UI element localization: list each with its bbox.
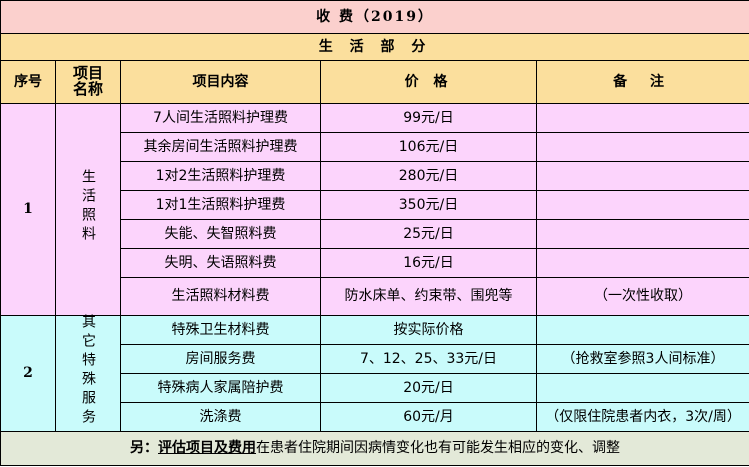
item-name: 特殊卫生材料费 (120, 315, 321, 345)
table-row: 失明、失语照料费 16元/日 (1, 248, 749, 278)
column-header-note: 备 注 (535, 60, 749, 104)
column-header-row: 序号 项目 名称 项目内容 价 格 备 注 (0, 60, 749, 104)
table-row: 生活照料材料费 防水床单、约束带、围兜等 （一次性收取） (1, 277, 749, 316)
item-name: 其余房间生活照料护理费 (120, 132, 321, 162)
column-header-price: 价 格 (320, 60, 537, 104)
table-row: 1 生活照料 7人间生活照料护理费 99元/日 (0, 103, 749, 316)
footer-note-strong: 评估项目及费用 (158, 440, 257, 457)
item-price: 按实际价格 (320, 315, 537, 345)
footer-note-lead: 另： (130, 440, 159, 457)
table-row: 2 其它特殊服务 特殊卫生材料费 按实际价格 (0, 314, 749, 432)
table-row: 房间服务费 7、12、25、33元/日 （抢救室参照3人间标准） (1, 344, 749, 374)
table-row: 1对1生活照料护理费 350元/日 (1, 190, 749, 220)
item-note (535, 315, 749, 345)
table-row: 1对2生活照料护理费 280元/日 (1, 161, 749, 191)
group-name-2: 其它特殊服务 (55, 314, 121, 432)
section-banner: 生 活 部 分 (0, 33, 749, 61)
column-header-name-line1: 项目 (72, 64, 103, 83)
item-price: 7、12、25、33元/日 (320, 344, 537, 374)
item-note (535, 219, 749, 249)
item-note (535, 161, 749, 191)
group-seq-2: 2 (0, 315, 56, 432)
column-header-name: 项目 名称 (55, 60, 121, 104)
footer-note: 另：评估项目及费用在患者住院期间因病情变化也有可能发生相应的变化、调整 (0, 431, 749, 466)
item-note: （一次性收取） (535, 277, 749, 316)
item-price: 106元/日 (320, 132, 537, 162)
item-name: 失能、失智照料费 (120, 219, 321, 249)
table-row: 特殊病人家属陪护费 20元/日 (1, 373, 749, 403)
item-name: 1对2生活照料护理费 (120, 161, 321, 191)
item-name: 洗涤费 (120, 402, 321, 432)
column-header-item: 项目内容 (120, 60, 321, 104)
item-price: 16元/日 (320, 248, 537, 278)
footer-note-row: 另：评估项目及费用在患者住院期间因病情变化也有可能发生相应的变化、调整 (0, 431, 749, 466)
item-note: （仅限住院患者内衣，3次/周） (535, 402, 749, 432)
item-price: 60元/月 (320, 402, 537, 432)
item-price: 99元/日 (320, 103, 537, 133)
item-price: 350元/日 (320, 190, 537, 220)
footer-note-rest: 在患者住院期间因病情变化也有可能发生相应的变化、调整 (256, 440, 621, 457)
footer-note-content: 另：评估项目及费用在患者住院期间因病情变化也有可能发生相应的变化、调整 (130, 440, 620, 456)
item-name: 7人间生活照料护理费 (120, 103, 321, 133)
item-price: 25元/日 (320, 219, 537, 249)
item-note (535, 373, 749, 403)
item-name: 生活照料材料费 (120, 277, 321, 316)
page-title: 收 费（2019） (0, 0, 749, 34)
group-name-1: 生活照料 (55, 103, 121, 316)
item-name: 失明、失语照料费 (120, 248, 321, 278)
item-price: 20元/日 (320, 373, 537, 403)
group-name-1-text: 生活照料 (80, 169, 96, 246)
section-banner-row: 生 活 部 分 (0, 33, 749, 61)
item-note: （抢救室参照3人间标准） (535, 344, 749, 374)
item-price: 280元/日 (320, 161, 537, 191)
item-note (535, 190, 749, 220)
title-row: 收 费（2019） (0, 0, 749, 34)
column-header-seq: 序号 (0, 60, 56, 104)
group-seq-1: 1 (0, 103, 56, 316)
item-note (535, 248, 749, 278)
column-header-name-line2: 名称 (72, 80, 103, 98)
item-name: 特殊病人家属陪护费 (120, 373, 321, 403)
table-row: 其余房间生活照料护理费 106元/日 (1, 132, 749, 162)
item-note (535, 103, 749, 133)
item-name: 1对1生活照料护理费 (120, 190, 321, 220)
table-row: 失能、失智照料费 25元/日 (1, 219, 749, 249)
item-name: 房间服务费 (120, 344, 321, 374)
group-name-2-text: 其它特殊服务 (80, 314, 96, 429)
item-note (535, 132, 749, 162)
item-price: 防水床单、约束带、围兜等 (320, 277, 537, 316)
